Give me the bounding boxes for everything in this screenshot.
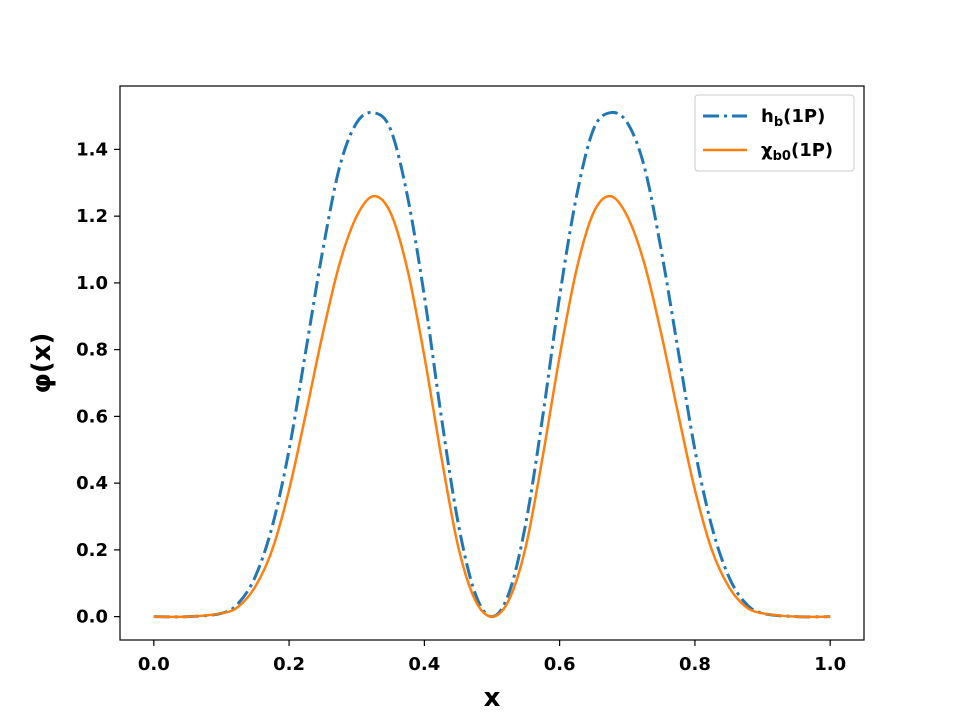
y-tick-label: 1.4 bbox=[76, 139, 108, 160]
legend: hb(1P) χb0(1P) bbox=[694, 94, 855, 172]
legend-label-hb: hb(1P) bbox=[761, 106, 825, 130]
y-tick-label: 0.0 bbox=[76, 607, 108, 628]
legend-label-hb-main: h bbox=[761, 106, 774, 127]
y-tick-label: 1.0 bbox=[76, 273, 108, 294]
legend-label-chib0-main: χ bbox=[761, 140, 773, 161]
y-tick-label: 0.8 bbox=[76, 340, 108, 361]
x-tick-label: 0.2 bbox=[273, 654, 305, 675]
x-axis-title: x bbox=[484, 683, 501, 713]
plot-frame bbox=[119, 85, 865, 641]
x-tick-label: 0.4 bbox=[408, 654, 440, 675]
y-tick-label: 0.4 bbox=[76, 473, 108, 494]
series-line-chib0 bbox=[153, 194, 831, 619]
x-tick-label: 1.0 bbox=[814, 654, 846, 675]
x-tick-label: 0.0 bbox=[138, 654, 170, 675]
legend-label-chib0: χb0(1P) bbox=[761, 140, 833, 164]
y-tick-label: 0.2 bbox=[76, 540, 108, 561]
y-axis-ticks: 0.0 0.2 0.4 0.6 0.8 1.0 1.2 1.4 bbox=[76, 139, 120, 628]
y-axis-title: φ(x) bbox=[27, 333, 57, 394]
x-tick-label: 0.6 bbox=[544, 654, 576, 675]
y-tick-label: 1.2 bbox=[76, 206, 108, 227]
plot-background bbox=[120, 86, 864, 640]
legend-frame bbox=[694, 94, 855, 172]
series-layer bbox=[153, 110, 831, 619]
x-axis-ticks: 0.0 0.2 0.4 0.6 0.8 1.0 bbox=[138, 640, 846, 675]
legend-label-hb-sub: b bbox=[774, 115, 783, 130]
y-tick-label: 0.6 bbox=[76, 406, 108, 427]
x-tick-label: 0.8 bbox=[679, 654, 711, 675]
legend-label-hb-rest: (1P) bbox=[783, 106, 825, 127]
legend-label-chib0-rest: (1P) bbox=[791, 140, 833, 161]
legend-label-chib0-sub: b0 bbox=[773, 149, 791, 164]
